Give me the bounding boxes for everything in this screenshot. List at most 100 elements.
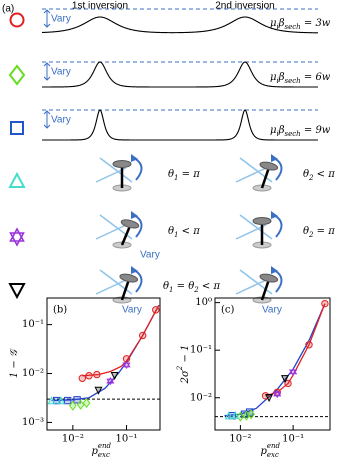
equation: μiβsech = 6w	[270, 72, 331, 86]
panel-label: (c)	[221, 305, 235, 316]
x-tick-label: 10⁻¹	[116, 434, 138, 445]
text-part: θ	[303, 226, 309, 237]
angle-condition: θ2 = π	[303, 226, 335, 240]
text-part: 2σ	[180, 369, 191, 384]
angle-condition: θ1 < π	[168, 226, 200, 240]
rotation-arrow-head	[271, 266, 278, 274]
text-part: sech	[285, 23, 301, 31]
text-part: = 9w	[301, 125, 331, 136]
series-line	[82, 304, 160, 377]
text-part: = π	[314, 226, 336, 237]
text-part: exc	[267, 451, 279, 459]
pulse-curve	[42, 61, 318, 88]
text-part: i	[277, 23, 279, 31]
y-tick-label: 10⁰	[195, 297, 212, 308]
gyro-dish	[252, 217, 272, 225]
data-point	[56, 396, 65, 405]
text-part: < π	[199, 281, 221, 292]
row-symbol	[9, 12, 25, 28]
data-point	[273, 389, 282, 399]
data-point	[139, 331, 147, 340]
x-tick-label: 10⁻²	[62, 434, 84, 445]
vary-label: Vary	[51, 115, 71, 126]
column-title: 2nd inversion	[215, 1, 274, 12]
data-point	[280, 375, 289, 384]
data-point	[106, 376, 115, 386]
gyro-rod	[260, 167, 270, 189]
x-tick-label: 10⁻¹	[282, 434, 304, 445]
text-part: = θ	[174, 281, 195, 292]
rotation-arrow	[133, 157, 143, 181]
x-tick-label: 10⁻²	[229, 434, 251, 445]
text-part: < π	[314, 169, 336, 180]
text-part: θ	[163, 281, 169, 292]
angle-condition: θ1 = π	[168, 169, 200, 183]
text-part: 2	[193, 286, 199, 294]
series-line	[224, 303, 326, 417]
text-part: sech	[285, 77, 301, 85]
gyro-rod	[120, 279, 130, 301]
text-part: 1	[174, 174, 178, 182]
data-point	[231, 410, 240, 419]
gyro-dish	[120, 219, 140, 229]
text-part: β	[278, 18, 285, 29]
text-part: 2	[308, 174, 314, 182]
text-part: 1 − 𝒢	[9, 348, 20, 378]
gyro-dish	[119, 273, 139, 283]
data-point	[236, 411, 245, 422]
data-point	[152, 306, 160, 314]
text-part: = π	[179, 169, 201, 180]
gyro-axis	[95, 224, 127, 240]
data-point	[110, 372, 119, 381]
gyro-dish	[259, 161, 279, 171]
text-part: end	[267, 442, 281, 450]
text-part: 1	[174, 231, 178, 239]
rotation-arrow-head	[131, 154, 138, 162]
vary-label: Vary	[51, 67, 71, 78]
y-tick-label: 10⁻¹	[22, 319, 44, 330]
plot-frame	[46, 297, 161, 431]
panel-label: (b)	[53, 305, 67, 316]
text-part: β	[278, 72, 285, 83]
rotation-arrow	[273, 214, 283, 238]
data-point	[93, 370, 101, 379]
text-part: exc	[98, 451, 110, 459]
text-part: 2	[176, 365, 184, 371]
rotation-arrow-head	[131, 211, 138, 219]
text-part: p	[92, 446, 99, 457]
equation: μiβsech = 9w	[270, 125, 331, 139]
gyro-axis	[235, 167, 267, 183]
gyro-axis	[235, 279, 267, 295]
data-point	[85, 372, 93, 380]
plot-frame	[214, 297, 331, 431]
vary-arrow	[43, 9, 51, 28]
data-point	[78, 374, 87, 382]
series-line	[265, 303, 326, 397]
row-symbol	[8, 171, 26, 188]
rotation-arrow-head	[271, 154, 278, 162]
data-point	[305, 341, 313, 349]
rotation-arrow-head	[271, 211, 278, 219]
row-symbol	[10, 121, 24, 135]
gyro-rod	[120, 225, 132, 246]
text-part: 1	[169, 286, 173, 294]
text-part: 2	[308, 231, 314, 239]
pulse-curve	[42, 109, 318, 141]
text-part: β	[278, 125, 285, 136]
data-point	[82, 397, 91, 408]
equation: μiβsech = 3w	[270, 18, 331, 32]
text-part: = 6w	[301, 72, 331, 83]
pulse-curve	[41, 16, 319, 34]
y-axis-label: 2σ2 − 1	[176, 345, 191, 385]
gyro-rod	[260, 279, 270, 301]
y-tick-label: 10⁻²	[190, 392, 212, 403]
data-point	[63, 396, 72, 405]
text-part: end	[98, 442, 112, 450]
data-point	[76, 399, 85, 410]
x-axis-label: pend exc	[261, 442, 281, 459]
gyro-axis	[239, 214, 273, 240]
gyro-axis	[95, 279, 127, 295]
text-part: = 3w	[301, 18, 331, 29]
text-part: μ	[270, 125, 277, 136]
y-tick-label: 10⁻²	[22, 368, 44, 379]
